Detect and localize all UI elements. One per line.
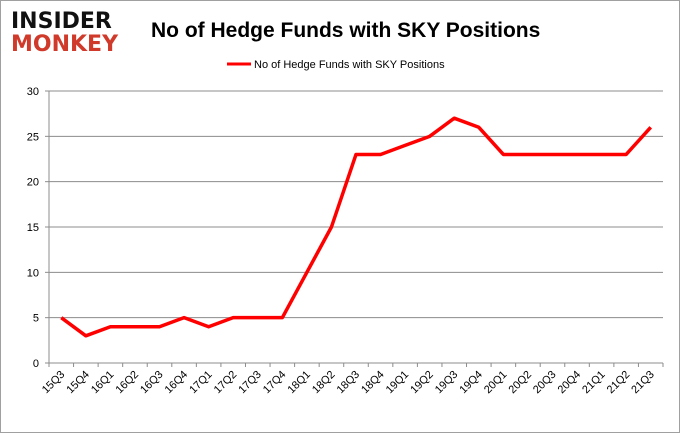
y-tick-label: 25	[27, 131, 39, 143]
x-tick-label: 19Q2	[408, 369, 436, 397]
x-tick-label: 15Q4	[64, 369, 92, 397]
y-tick-label: 15	[27, 222, 39, 234]
x-tick-label: 15Q3	[40, 369, 68, 397]
y-tick-label: 20	[27, 177, 39, 189]
x-tick-label: 16Q3	[138, 369, 166, 397]
logo-line1: INSIDER	[11, 9, 112, 34]
x-tick-label: 20Q1	[482, 369, 510, 397]
x-tick-label: 20Q4	[556, 369, 584, 397]
x-tick-label: 20Q3	[531, 369, 559, 397]
x-tick-label: 17Q3	[236, 369, 264, 397]
x-tick-label: 18Q4	[359, 369, 387, 397]
x-tick-label: 16Q2	[114, 369, 142, 397]
x-tick-label: 17Q2	[212, 369, 240, 397]
x-tick-label: 16Q1	[89, 369, 117, 397]
x-tick-label: 18Q1	[285, 369, 313, 397]
y-tick-label: 30	[27, 86, 39, 98]
chart-title: No of Hedge Funds with SKY Positions	[151, 19, 541, 42]
insider-monkey-logo: INSIDER MONKEY	[11, 11, 129, 57]
y-tick-label: 5	[33, 313, 39, 325]
y-tick-label: 0	[33, 358, 39, 370]
logo-line2: MONKEY	[11, 32, 119, 57]
x-tick-label: 21Q1	[580, 369, 608, 397]
x-tick-label: 17Q1	[187, 369, 215, 397]
x-tick-label: 19Q1	[384, 369, 412, 397]
x-tick-label: 19Q3	[433, 369, 461, 397]
x-tick-label: 21Q2	[605, 369, 633, 397]
x-tick-label: 16Q4	[163, 369, 191, 397]
x-tick-label: 19Q4	[457, 369, 485, 397]
x-tick-label: 21Q3	[629, 369, 657, 397]
x-tick-label: 17Q4	[261, 369, 289, 397]
x-tick-label: 18Q3	[335, 369, 363, 397]
x-tick-label: 18Q2	[310, 369, 338, 397]
x-tick-label: 20Q2	[507, 369, 535, 397]
legend-label: No of Hedge Funds with SKY Positions	[254, 59, 445, 71]
y-tick-label: 10	[27, 267, 39, 279]
